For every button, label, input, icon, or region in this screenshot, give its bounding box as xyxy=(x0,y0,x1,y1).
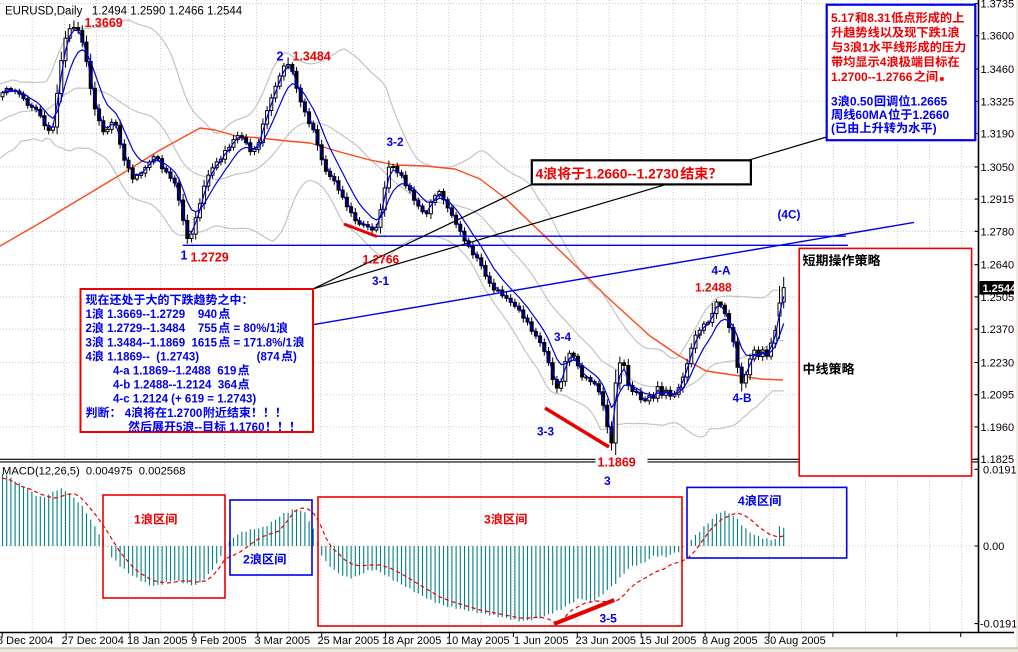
svg-text:4-B: 4-B xyxy=(733,391,752,405)
svg-text:3-4: 3-4 xyxy=(554,330,571,344)
svg-text:4: 4 xyxy=(536,167,544,182)
svg-text:4-b 1.2488--1.2124 364: 4-b 1.2488--1.2124 364 xyxy=(113,380,238,392)
svg-text:3: 3 xyxy=(604,474,611,488)
svg-text:1.2780: 1.2780 xyxy=(981,226,1015,238)
svg-text:1.2915: 1.2915 xyxy=(981,194,1015,206)
svg-text:4-c 1.2124 (+ 619 = 1.2743): 4-c 1.2124 (+ 619 = 1.2743) xyxy=(113,394,256,406)
svg-text:1.1960: 1.1960 xyxy=(981,422,1015,434)
svg-text:30 Aug 2005: 30 Aug 2005 xyxy=(764,635,826,647)
svg-text:4: 4 xyxy=(880,55,887,69)
svg-text:3: 3 xyxy=(484,513,491,527)
svg-text:4: 4 xyxy=(86,351,93,363)
svg-text:3: 3 xyxy=(86,337,92,349)
svg-text:1.2729: 1.2729 xyxy=(191,251,229,265)
svg-text:1.2700--1.2766: 1.2700--1.2766 xyxy=(831,70,913,84)
svg-text:1.3325: 1.3325 xyxy=(981,96,1015,108)
svg-text:10 May 2005: 10 May 2005 xyxy=(446,635,510,647)
svg-text:4-A: 4-A xyxy=(712,264,731,278)
svg-text:1.2505: 1.2505 xyxy=(981,292,1015,304)
svg-text:1.2660: 1.2660 xyxy=(913,108,950,122)
svg-text:1.3484--1.1869 1615: 1.3484--1.1869 1615 xyxy=(104,337,218,349)
svg-text:1.2660--1.2730: 1.2660--1.2730 xyxy=(585,167,679,182)
svg-text:18 Jan 2005: 18 Jan 2005 xyxy=(127,635,188,647)
svg-text:3-5: 3-5 xyxy=(600,612,618,626)
svg-text:0.00: 0.00 xyxy=(983,541,1004,553)
svg-text:1 Jun 2005: 1 Jun 2005 xyxy=(514,635,568,647)
svg-text:8.31: 8.31 xyxy=(867,11,891,25)
svg-text:4-a 1.1869--1.2488 619: 4-a 1.1869--1.2488 619 xyxy=(113,366,236,378)
svg-text:1.1760: 1.1760 xyxy=(226,422,264,434)
svg-text:2: 2 xyxy=(86,323,92,335)
svg-text:1.3190: 1.3190 xyxy=(981,129,1015,141)
svg-text:= 80%/1: = 80%/1 xyxy=(230,323,276,335)
svg-text:27 Dec 2004: 27 Dec 2004 xyxy=(62,635,124,647)
svg-text:(: ( xyxy=(831,121,835,135)
svg-text:3: 3 xyxy=(831,95,838,109)
svg-text:1.3460: 1.3460 xyxy=(981,64,1015,76)
svg-text:1.2488: 1.2488 xyxy=(695,281,732,295)
svg-text:1.1869: 1.1869 xyxy=(598,456,636,470)
svg-text:(4C): (4C) xyxy=(778,208,801,222)
svg-text:1: 1 xyxy=(941,26,948,40)
svg-text:-0.01919: -0.01919 xyxy=(980,619,1018,631)
svg-text:8 Dec 2004: 8 Dec 2004 xyxy=(0,635,53,647)
svg-text:23 Jun 2005: 23 Jun 2005 xyxy=(576,635,637,647)
svg-text:1.1869-- (1.2743): 1.1869-- (1.2743) (874 xyxy=(104,351,280,363)
svg-text:18 Apr 2005: 18 Apr 2005 xyxy=(382,635,441,647)
svg-text:0.50: 0.50 xyxy=(850,95,874,109)
svg-text:1: 1 xyxy=(134,513,141,527)
svg-text:1.3669--1.2729 940: 1.3669--1.2729 940 xyxy=(104,309,217,321)
svg-text:4: 4 xyxy=(738,494,745,508)
svg-text:1.2230: 1.2230 xyxy=(981,358,1015,370)
svg-text:): ) xyxy=(293,351,297,363)
svg-text:60MA: 60MA xyxy=(855,108,887,122)
svg-text:1.3735: 1.3735 xyxy=(981,0,1015,11)
svg-text:3-1: 3-1 xyxy=(372,274,389,288)
svg-text:1: 1 xyxy=(862,40,869,54)
svg-text:= 171.8%/1: = 171.8%/1 xyxy=(230,337,292,349)
svg-text:MACD(12,26,5) 0.004975 0.002: MACD(12,26,5) 0.004975 0.002568 xyxy=(2,466,185,478)
svg-text:5: 5 xyxy=(176,422,183,434)
svg-text:1.3050: 1.3050 xyxy=(981,162,1015,174)
svg-text:3: 3 xyxy=(843,40,850,54)
svg-text:1.2665: 1.2665 xyxy=(911,95,948,109)
svg-text:15 Jul 2005: 15 Jul 2005 xyxy=(640,635,697,647)
svg-text:EURUSD,Daily 1.2494 1.2590 1: EURUSD,Daily 1.2494 1.2590 1.2466 1.2544 xyxy=(5,6,243,18)
svg-text:3 Mar 2005: 3 Mar 2005 xyxy=(255,635,311,647)
svg-text:1.1825: 1.1825 xyxy=(981,454,1015,466)
svg-text:1: 1 xyxy=(86,309,93,321)
svg-text:--: -- xyxy=(194,422,202,434)
svg-text:2: 2 xyxy=(243,553,250,567)
svg-text:1: 1 xyxy=(181,249,188,263)
svg-text:): ) xyxy=(933,121,937,135)
svg-text:2: 2 xyxy=(277,50,284,64)
svg-text:25 Mar 2005: 25 Mar 2005 xyxy=(318,635,380,647)
svg-text:3-3: 3-3 xyxy=(537,425,554,439)
svg-text:1.2095: 1.2095 xyxy=(981,390,1015,402)
svg-text:3-2: 3-2 xyxy=(387,135,404,149)
svg-text:1.2640: 1.2640 xyxy=(981,260,1015,272)
svg-text:5.17: 5.17 xyxy=(831,11,855,25)
svg-text:1.2766: 1.2766 xyxy=(363,253,400,267)
svg-text:9 Feb 2005: 9 Feb 2005 xyxy=(191,635,247,647)
svg-text:1.3669: 1.3669 xyxy=(85,16,123,30)
svg-text:1.2700: 1.2700 xyxy=(167,408,202,420)
svg-text:1.3600: 1.3600 xyxy=(981,31,1015,43)
svg-text:1.2544: 1.2544 xyxy=(983,283,1018,295)
svg-text:1.2370: 1.2370 xyxy=(981,324,1015,336)
svg-text:4: 4 xyxy=(122,408,132,420)
svg-text:1.2729--1.3484 755: 1.2729--1.3484 755 xyxy=(104,323,218,335)
svg-text:1.3484: 1.3484 xyxy=(293,50,331,64)
svg-text:8 Aug 2005: 8 Aug 2005 xyxy=(702,635,758,647)
